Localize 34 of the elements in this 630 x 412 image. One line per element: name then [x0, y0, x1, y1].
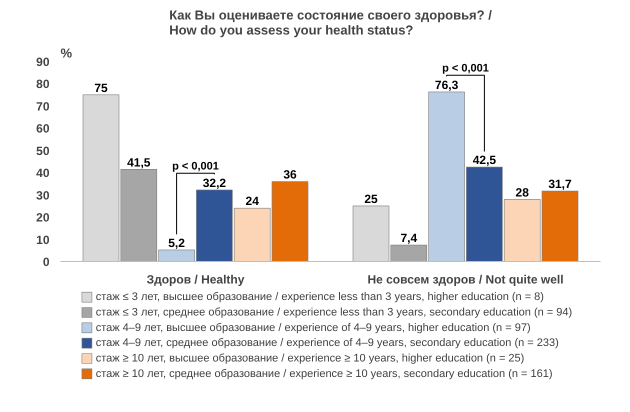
y-tick-label: 80 [36, 77, 50, 92]
y-tick-label: 20 [36, 210, 50, 225]
data-label: 31,7 [548, 177, 572, 192]
x-tick-label: Не совсем здоров / Not quite well [367, 272, 564, 286]
data-label: 36 [283, 168, 297, 182]
data-label: 76,3 [434, 78, 459, 92]
legend-label: стаж ≥ 10 лет, высшее образование / experience ≥ 10 years, higher education (n = 25) [96, 352, 524, 364]
y-tick-label: 90 [36, 55, 50, 69]
y-tick-label: 30 [36, 188, 50, 202]
y-tick-label: 10 [36, 232, 50, 247]
annotation: p < 0,001 [442, 62, 489, 74]
data-label: 41,5 [127, 155, 151, 170]
y-tick-label: 70 [36, 99, 50, 114]
data-label: 24 [246, 194, 260, 208]
y-tick-label: 0 [42, 255, 50, 269]
y-tick-label: 50 [36, 144, 50, 158]
data-label: 28 [516, 185, 530, 200]
y-axis-title: % [60, 46, 72, 60]
legend-label: стаж 4–9 лет, высшее образование / experience of 4–9 years, higher education (n = 97) [96, 322, 531, 334]
y-tick-label: 60 [36, 122, 50, 136]
legend-label: стаж ≥ 10 лет, среднее образование / experience ≥ 10 years, secondary education (n = 161) [96, 368, 553, 380]
legend-label: стаж ≤ 3 лет, высшее образование / experience less than 3 years, higher education (n = 8) [96, 291, 544, 304]
data-label: 5,2 [168, 236, 186, 250]
data-label: 42,5 [472, 153, 496, 168]
data-label: 32,2 [202, 176, 226, 190]
y-tick-label: 40 [36, 166, 50, 180]
legend-label: стаж ≤ 3 лет, среднее образование / experience less than 3 years, secondary education (n = 94) [96, 306, 572, 318]
data-label: 25 [364, 192, 378, 206]
annotation: p < 0,001 [172, 160, 219, 172]
data-label: 7,4 [400, 231, 418, 246]
data-label: 75 [94, 80, 108, 95]
chart-title: Как Вы оцениваете состояние своего здоровья? / How do you assess your health status? [169, 8, 492, 38]
x-tick-label: Здоров / Healthy [146, 272, 245, 286]
legend-label: стаж 4–9 лет, среднее образование / experience of 4–9 years, secondary education (n = 233) [96, 337, 559, 350]
